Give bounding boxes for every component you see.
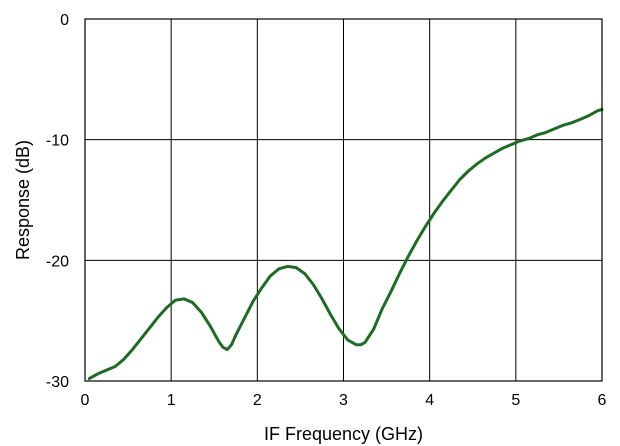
x-tick-label: 4 — [425, 392, 434, 409]
x-tick-label: 3 — [339, 392, 348, 409]
y-tick-label: -10 — [46, 133, 69, 150]
y-tick-labels: 0 -10 -20 -30 — [46, 12, 69, 391]
grid — [84, 18, 603, 382]
plot-frame — [84, 18, 603, 382]
x-tick-label: 6 — [598, 392, 607, 409]
y-axis-label: Response (dB) — [13, 140, 33, 260]
y-tick-label: -30 — [46, 374, 69, 391]
x-tick-label: 1 — [167, 392, 176, 409]
x-tick-label: 5 — [511, 392, 520, 409]
series-group — [87, 108, 604, 381]
x-tick-labels: 0 1 2 3 4 5 6 — [81, 392, 607, 409]
x-axis-label: IF Frequency (GHz) — [264, 424, 423, 444]
y-tick-label: 0 — [60, 12, 69, 29]
y-tick-label: -20 — [46, 253, 69, 270]
x-tick-label: 2 — [253, 392, 262, 409]
series-line — [87, 108, 604, 381]
x-tick-label: 0 — [81, 392, 90, 409]
